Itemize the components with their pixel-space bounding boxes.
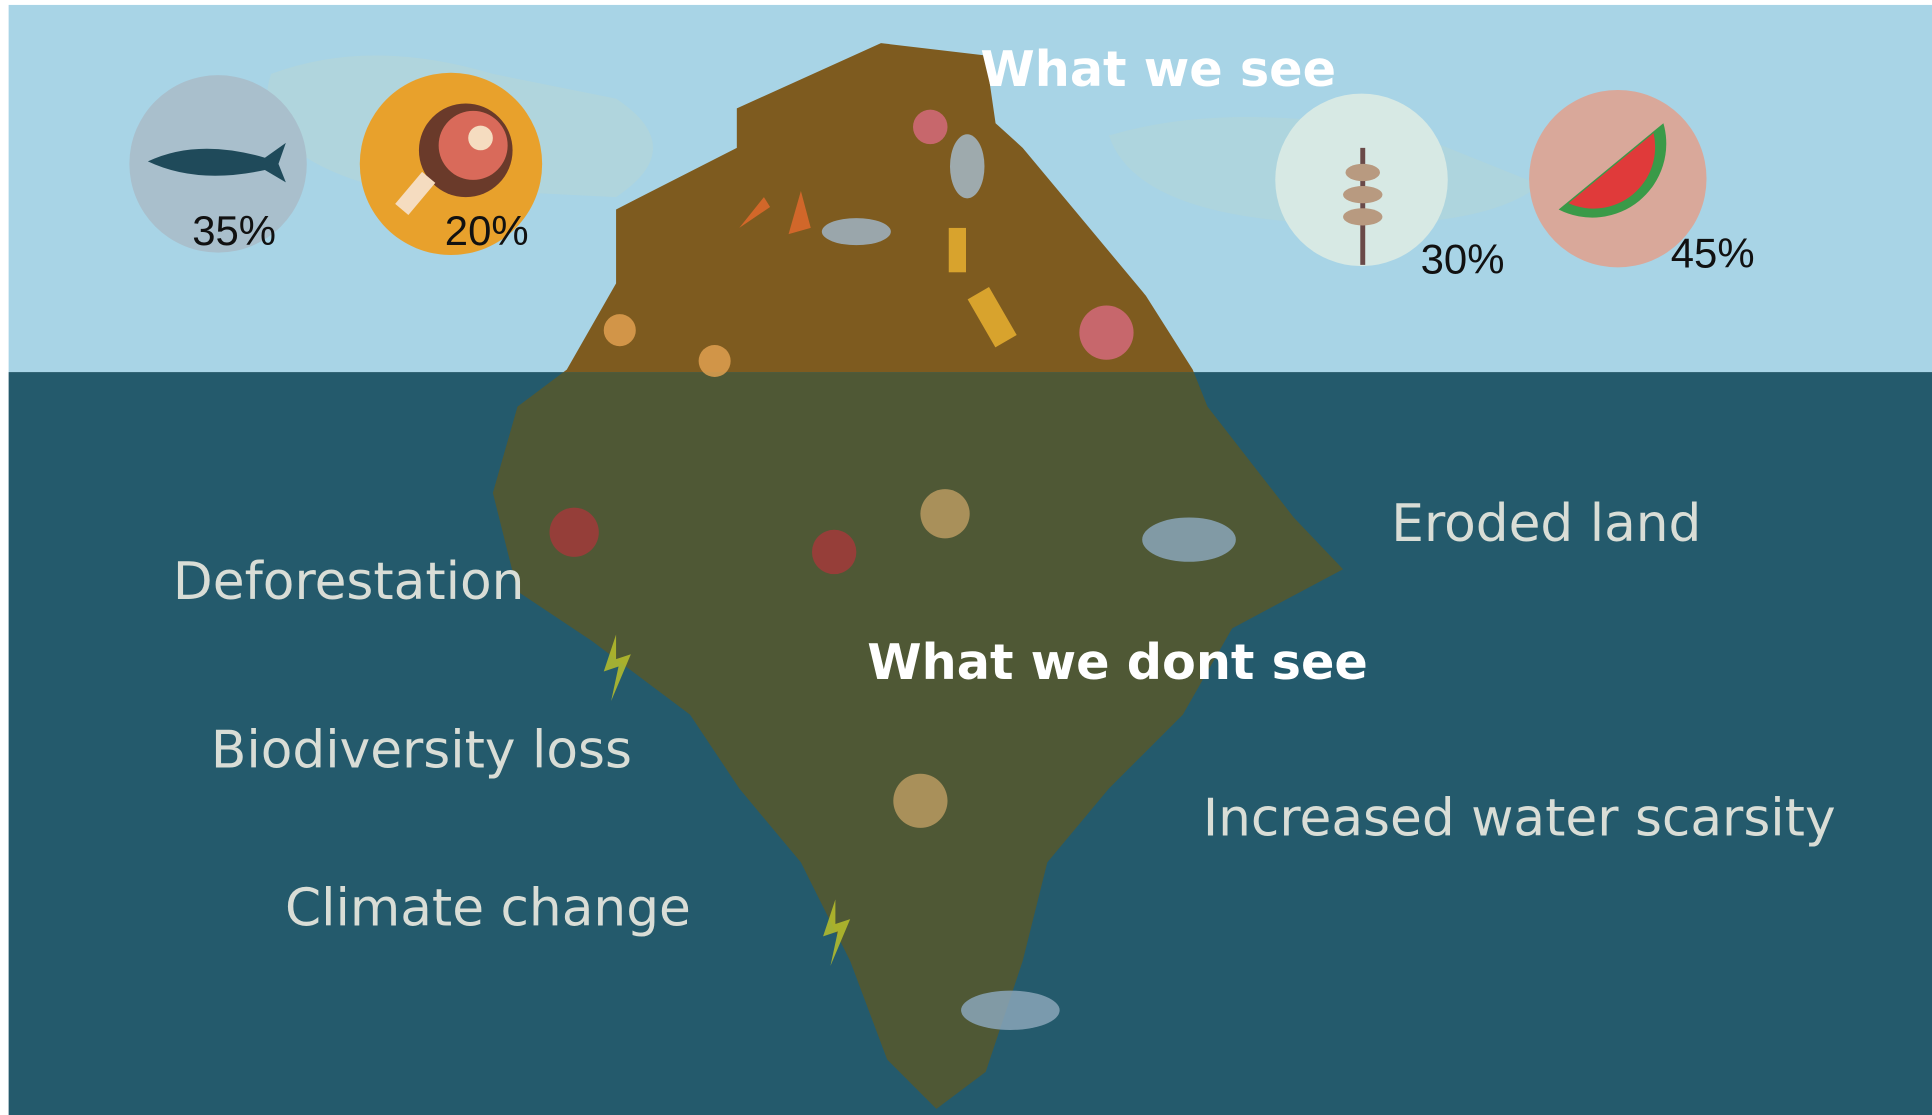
percent-label: 20% (445, 207, 529, 254)
infographic: 35% 20% 30% 45% What we see What we dont… (0, 0, 1932, 1115)
impact-label: Increased water scarsity (1203, 788, 1836, 848)
page: 35% 20% 30% 45% What we see What we dont… (0, 0, 1932, 1115)
percent-label: 30% (1421, 236, 1505, 283)
impact-label: Deforestation (173, 552, 525, 612)
meat-badge: 20% (360, 73, 542, 255)
percent-label: 45% (1671, 229, 1755, 276)
impact-label: Eroded land (1391, 494, 1701, 554)
impact-label: Biodiversity loss (211, 721, 632, 781)
percent-label: 35% (192, 207, 276, 254)
above-title: What we see (980, 40, 1336, 98)
impact-label: Climate change (285, 878, 691, 938)
below-title: What we dont see (867, 633, 1368, 691)
